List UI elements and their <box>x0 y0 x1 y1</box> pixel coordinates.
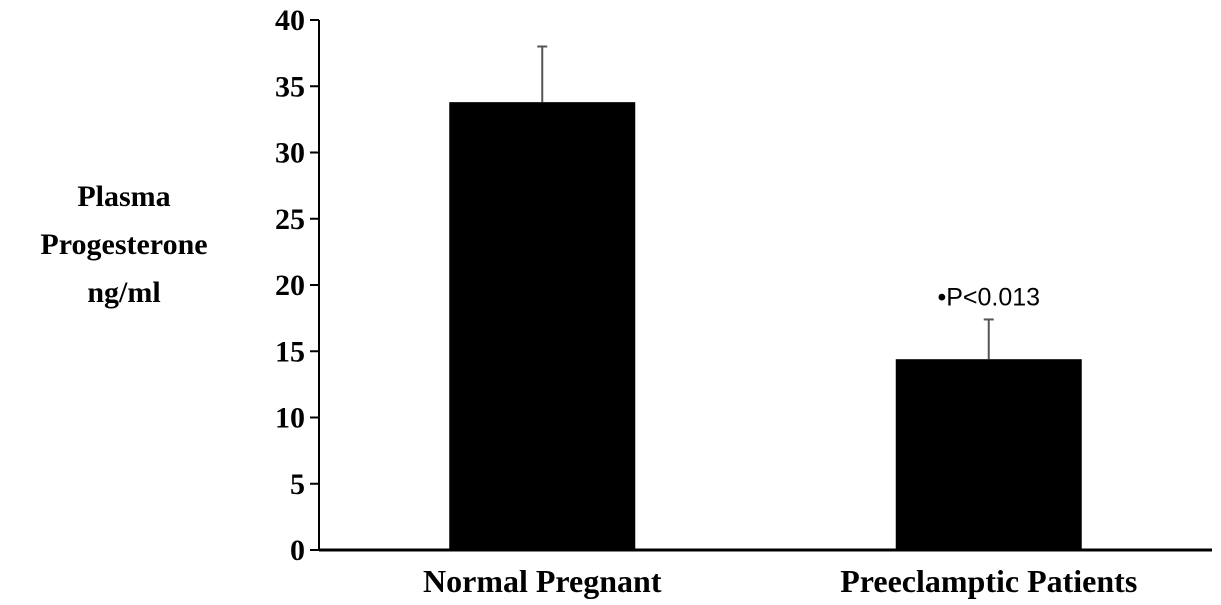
error-bars <box>537 45 994 360</box>
annotations: •P<0.013 <box>937 283 1040 311</box>
y-tick-label: 25 <box>275 203 305 236</box>
y-tick-label: 40 <box>275 4 305 37</box>
y-axis-label-line-3: ng/ml <box>87 276 160 309</box>
y-axis-label-line-2: Progesterone <box>40 228 207 261</box>
y-tick-label: 0 <box>290 534 305 567</box>
x-axis-tick-labels: Normal Pregnant Preeclamptic Patients <box>423 563 1137 599</box>
y-tick-label: 5 <box>290 468 305 501</box>
significance-annotation: •P<0.013 <box>937 283 1040 311</box>
bars <box>449 102 1082 551</box>
y-tick-label: 35 <box>275 70 305 103</box>
y-tick-label: 20 <box>275 269 305 302</box>
x-tick-label: Normal Pregnant <box>423 563 662 599</box>
y-tick-label: 30 <box>275 137 305 170</box>
y-axis-label: Plasma Progesterone ng/ml <box>40 180 207 309</box>
y-axis-ticks: 0 5 10 15 20 25 30 35 40 <box>275 4 319 567</box>
y-tick-label: 10 <box>275 402 305 435</box>
x-tick-label: Preeclamptic Patients <box>840 563 1137 599</box>
bar <box>449 102 636 551</box>
y-tick-label: 15 <box>275 335 305 368</box>
y-axis-label-line-1: Plasma <box>77 180 170 213</box>
bar <box>895 359 1082 550</box>
